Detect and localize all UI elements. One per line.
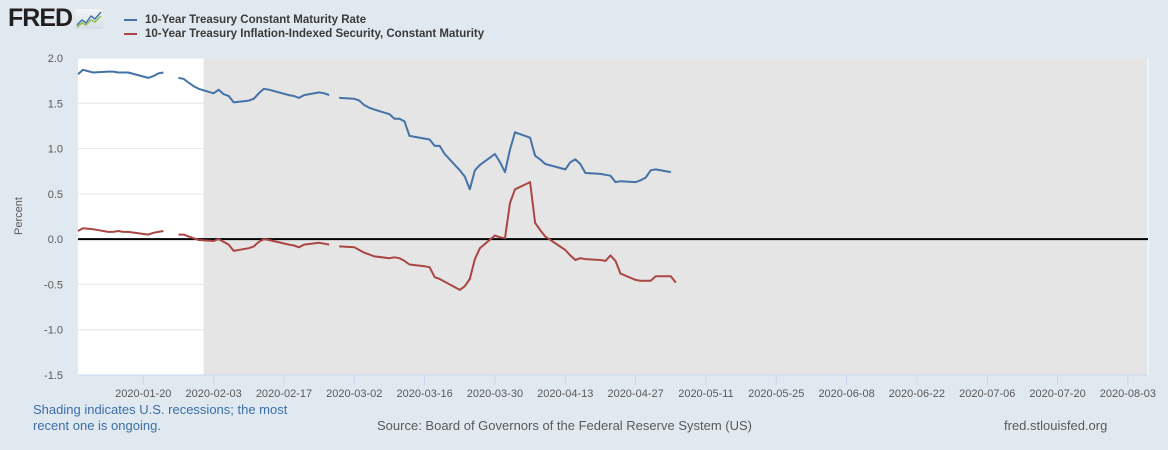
- x-tick-label: 2020-02-17: [256, 388, 312, 400]
- source-text: Source: Board of Governors of the Federa…: [377, 418, 752, 433]
- x-tick-label: 2020-06-08: [818, 388, 874, 400]
- site-link[interactable]: fred.stlouisfed.org: [1004, 418, 1108, 433]
- x-tick-label: 2020-06-22: [889, 388, 945, 400]
- y-tick-label: -1.5: [44, 370, 63, 382]
- x-tick-label: 2020-03-30: [467, 388, 523, 400]
- y-axis-label: Percent: [13, 197, 25, 235]
- legend-item-nominal[interactable]: 10-Year Treasury Constant Maturity Rate: [124, 13, 484, 27]
- chart-line-icon: [75, 8, 104, 29]
- chart-legend: 10-Year Treasury Constant Maturity Rate …: [124, 13, 484, 41]
- x-tick-label: 2020-04-27: [607, 388, 663, 400]
- legend-label: 10-Year Treasury Inflation-Indexed Secur…: [145, 28, 485, 40]
- series-line-nominal: [339, 96, 671, 191]
- x-axis: 2020-01-20 2020-02-03 2020-02-17 2020-03-02…: [115, 375, 1156, 400]
- gridlines: [78, 57, 1149, 376]
- recession-shading: [203, 58, 1148, 375]
- legend-item-tips[interactable]: 10-Year Treasury Inflation-Indexed Secur…: [124, 27, 484, 41]
- y-axis: -1.5 -1.0 -0.5 0.0 0.5 1.0 1.5 2.0: [44, 53, 63, 382]
- series-line-tips: [77, 227, 164, 236]
- x-tick-label: 2020-01-20: [115, 388, 171, 400]
- y-tick-label: 1.0: [48, 144, 63, 156]
- x-tick-label: 2020-07-20: [1029, 388, 1085, 400]
- series-line-tips: [178, 233, 330, 252]
- x-tick-label: 2020-05-25: [748, 388, 804, 400]
- legend-swatch-red: [124, 33, 137, 35]
- series-line-tips: [339, 181, 677, 291]
- y-tick-label: 1.5: [48, 98, 63, 110]
- x-tick-label: 2020-03-16: [396, 388, 452, 400]
- series-line-nominal: [178, 76, 330, 104]
- x-tick-label: 2020-04-13: [537, 388, 593, 400]
- y-tick-label: -1.0: [44, 325, 63, 337]
- x-tick-label: 2020-07-06: [959, 388, 1015, 400]
- y-tick-label: -0.5: [44, 279, 63, 291]
- x-tick-label: 2020-05-11: [678, 388, 733, 400]
- y-tick-label: 0.0: [48, 234, 63, 246]
- series-line-nominal: [77, 68, 164, 79]
- recession-note-text: Shading indicates U.S. recessions; the m…: [33, 402, 288, 433]
- x-tick-label: 2020-02-03: [185, 388, 241, 400]
- x-tick-label: 2020-08-03: [1100, 388, 1156, 400]
- y-tick-label: 2.0: [48, 53, 63, 65]
- logo-text: FRED: [8, 4, 73, 32]
- y-tick-label: 0.5: [48, 189, 63, 201]
- recession-note: Shading indicates U.S. recessions; the m…: [33, 402, 323, 434]
- series-lines: [77, 68, 677, 291]
- legend-label: 10-Year Treasury Constant Maturity Rate: [145, 14, 367, 26]
- fred-logo[interactable]: FRED: [8, 4, 104, 32]
- legend-swatch-blue: [124, 19, 137, 21]
- x-tick-label: 2020-03-02: [326, 388, 382, 400]
